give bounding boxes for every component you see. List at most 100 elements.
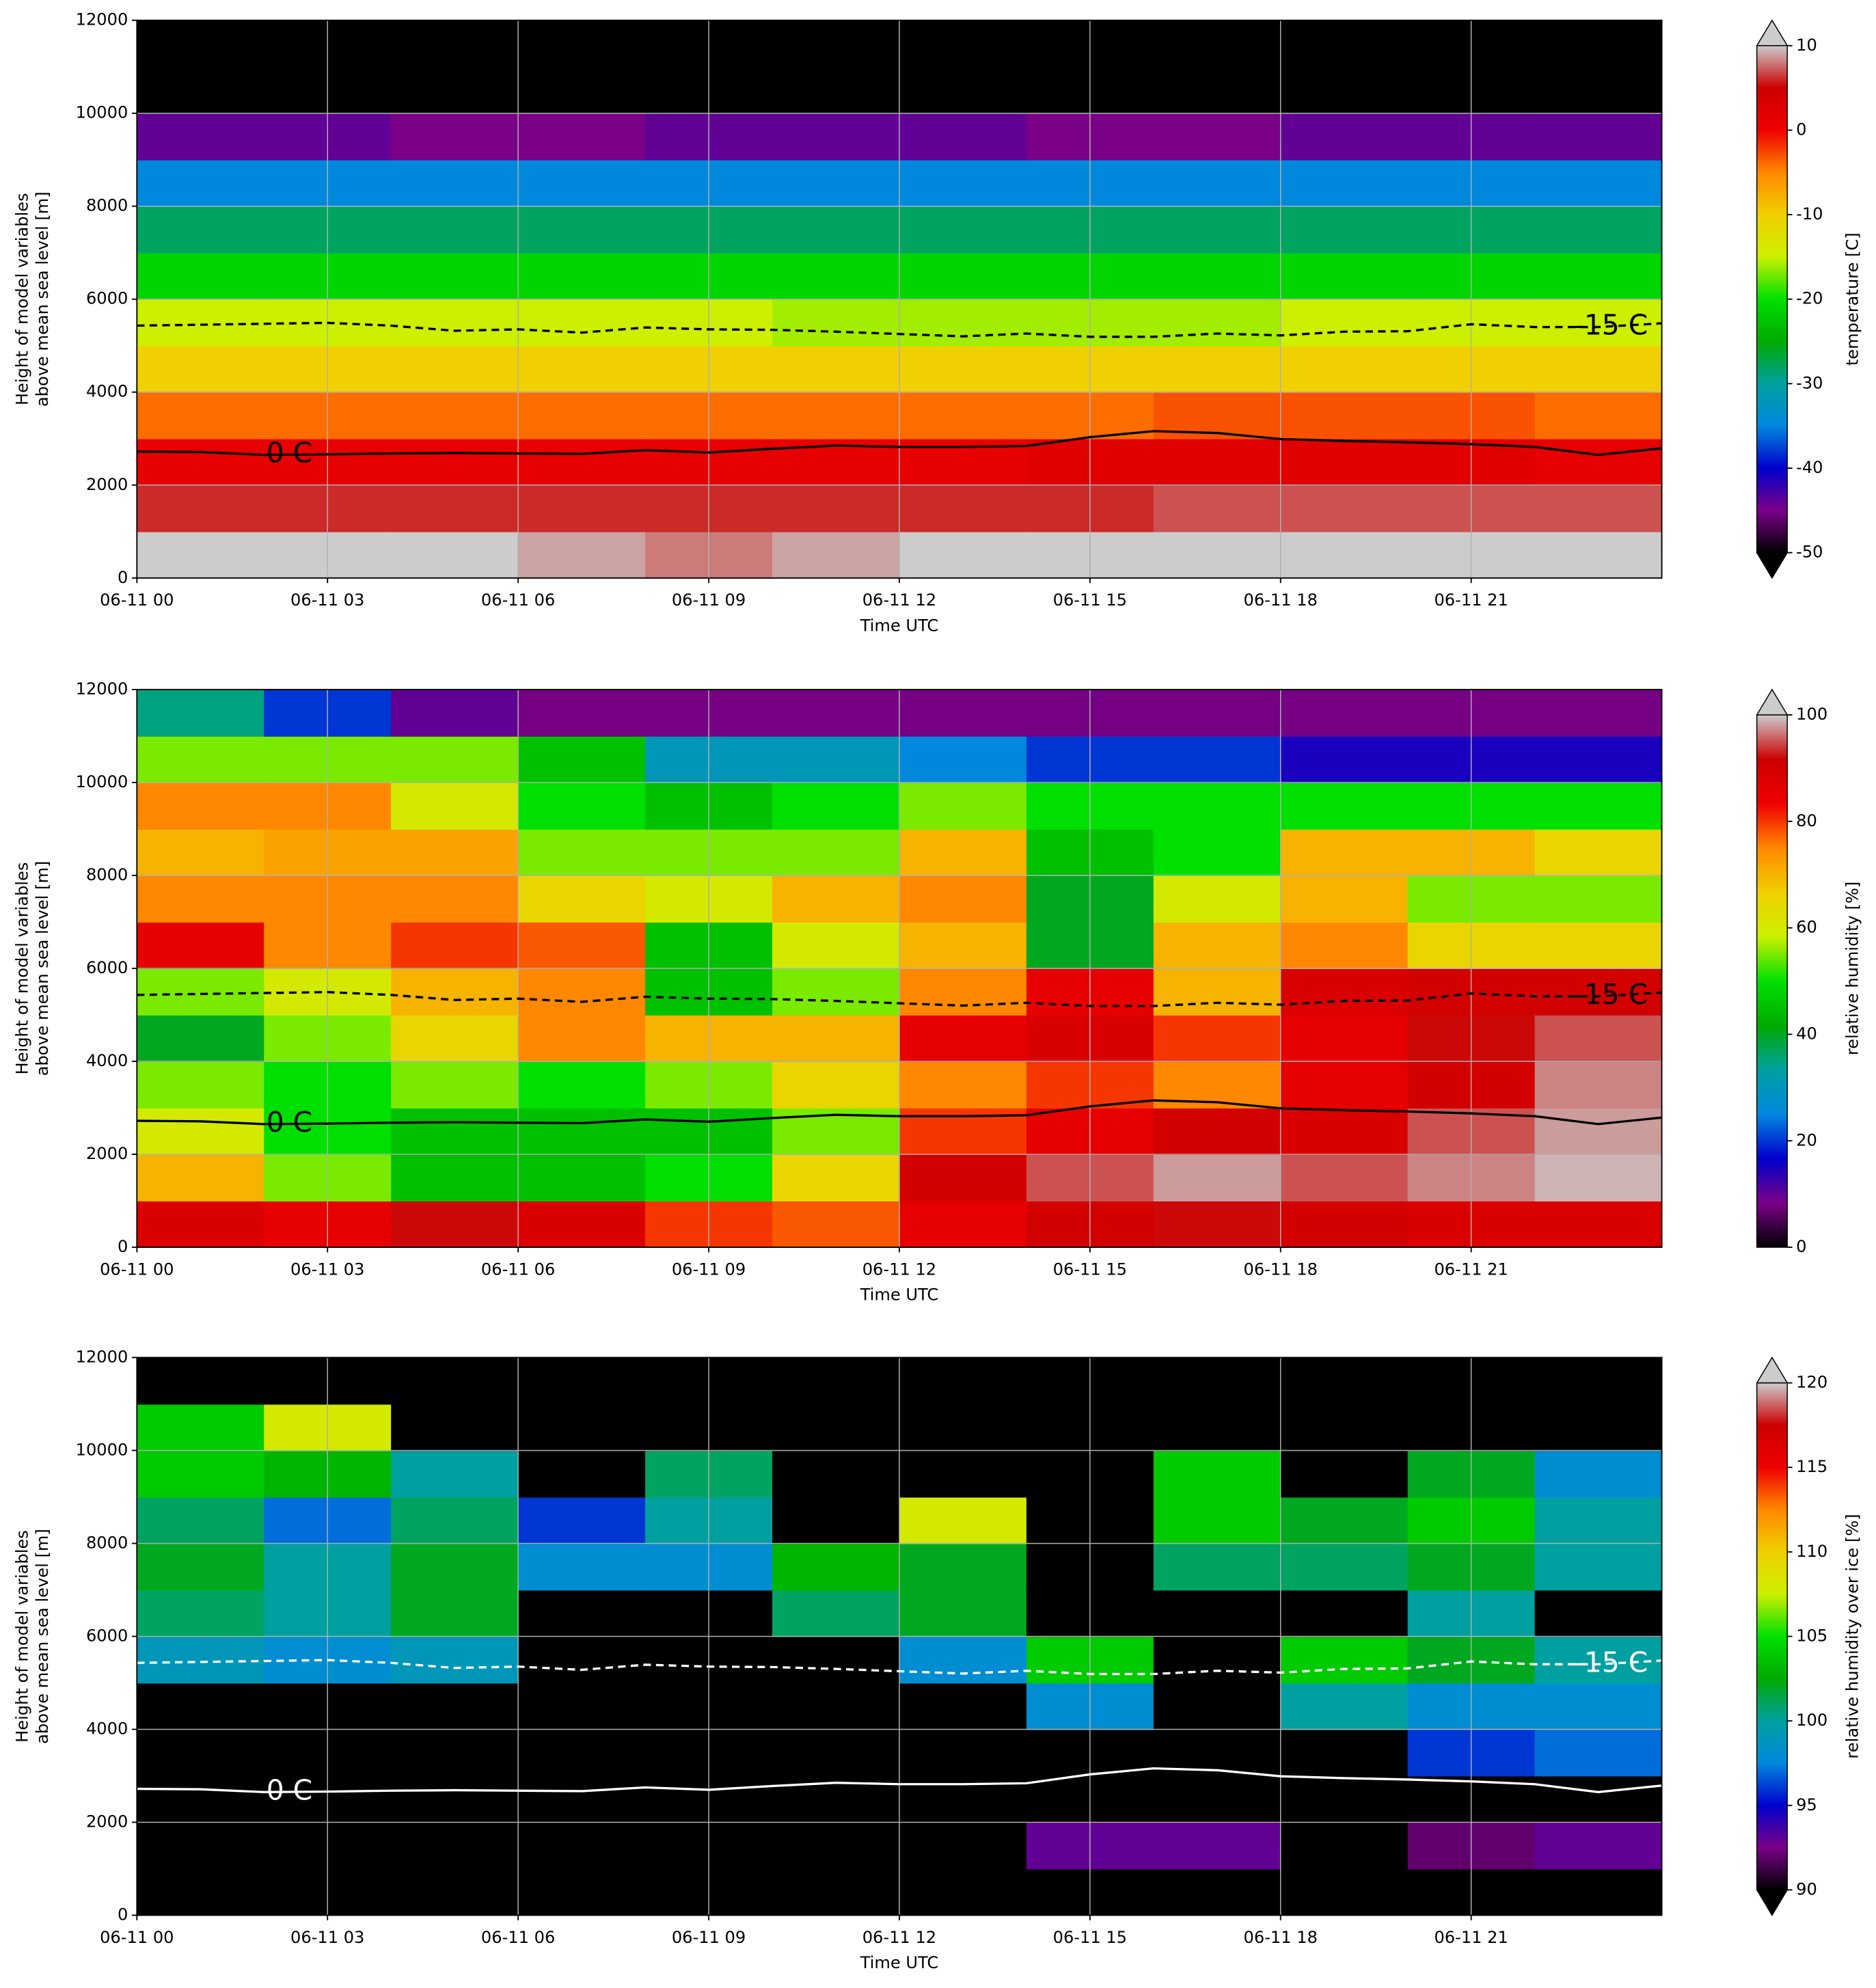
heat-cell	[518, 1590, 646, 1637]
heat-cell	[1534, 1590, 1663, 1637]
heat-cell	[899, 1543, 1027, 1591]
heat-cell	[1153, 1357, 1281, 1405]
heat-cell	[1534, 689, 1663, 737]
heat-cell	[1534, 922, 1663, 969]
heat-cell	[1534, 299, 1663, 346]
heat-cell	[518, 485, 646, 532]
heat-cell	[1534, 1404, 1663, 1452]
y-axis-label-line: above mean sea level [m]	[33, 861, 52, 1076]
heat-cell	[899, 1357, 1027, 1405]
heat-cell	[1280, 1201, 1409, 1249]
colorbar-tick-label: 0	[1796, 1237, 1806, 1256]
heat-cell	[1153, 829, 1281, 876]
heat-cell	[772, 736, 900, 783]
heat-cell	[1280, 159, 1409, 207]
heat-cell	[899, 1636, 1027, 1684]
contour-label: 0 C	[267, 437, 312, 469]
heat-cell	[391, 829, 519, 876]
heat-cell	[1280, 299, 1409, 346]
y-tick-label: 0	[118, 568, 128, 587]
heat-cell	[899, 1450, 1027, 1498]
heat-cell	[1280, 736, 1409, 783]
y-tick-label: 12000	[76, 10, 128, 29]
heat-cell	[1534, 1357, 1663, 1405]
heat-cell	[137, 1108, 265, 1155]
heat-cell	[1534, 345, 1663, 393]
y-tick-label: 4000	[86, 1051, 128, 1070]
heat-cell	[137, 1590, 265, 1637]
heat-cell	[137, 206, 265, 254]
heat-cell	[137, 1497, 265, 1544]
y-axis-label-line: Height of model variables	[12, 1530, 31, 1743]
colorbar-tick-label: 90	[1796, 1879, 1817, 1898]
contour-label: -15 C	[1574, 1646, 1648, 1678]
heat-cell	[518, 1868, 646, 1916]
colorbar-tick-label: 115	[1796, 1457, 1827, 1476]
heat-cell	[1534, 1543, 1663, 1591]
heat-cell	[1153, 968, 1281, 1016]
x-axis-label: Time UTC	[860, 1285, 938, 1305]
heat-cell	[1534, 1015, 1663, 1062]
y-tick-label: 8000	[86, 1533, 128, 1552]
heat-cell	[391, 689, 519, 737]
heat-cell	[1280, 1357, 1409, 1405]
heat-cell	[1534, 159, 1663, 207]
heat-cell	[518, 1822, 646, 1870]
heat-cell	[391, 1497, 519, 1544]
heat-cell	[1280, 1404, 1409, 1452]
y-axis-label: Height of model variables above mean sea …	[12, 861, 52, 1076]
heat-cell	[137, 20, 265, 68]
heat-cell	[1153, 875, 1281, 923]
heat-cell	[772, 1729, 900, 1777]
heat-cell	[137, 689, 265, 737]
heat-cell	[899, 1822, 1027, 1870]
x-tick-label: 06-11 03	[290, 1259, 364, 1279]
heat-cell	[1153, 299, 1281, 346]
heat-cell	[1153, 345, 1281, 393]
heat-cell	[1280, 922, 1409, 969]
heat-cell	[1153, 485, 1281, 532]
heat-cell	[137, 1775, 265, 1823]
heat-cell	[772, 1683, 900, 1730]
heat-cell	[1534, 1729, 1663, 1777]
heat-cell	[772, 1154, 900, 1201]
heat-cell	[137, 1015, 265, 1062]
heat-cell	[518, 736, 646, 783]
y-tick-label: 4000	[86, 1719, 128, 1738]
heat-cell	[1280, 1868, 1409, 1916]
x-tick-label: 06-11 12	[862, 590, 936, 610]
heat-cell	[518, 1636, 646, 1684]
heat-cell	[1534, 1822, 1663, 1870]
heat-cell	[137, 736, 265, 783]
heat-cell	[1534, 1636, 1663, 1684]
heat-cell	[1534, 1775, 1663, 1823]
heat-cell	[1153, 1404, 1281, 1452]
colorbar-tick-label: 110	[1796, 1542, 1827, 1561]
heat-cell	[1153, 531, 1281, 579]
heat-cell	[1534, 1154, 1663, 1201]
y-axis-label: Height of model variables above mean sea …	[12, 191, 52, 407]
heat-cell	[137, 875, 265, 923]
heat-cell	[137, 345, 265, 393]
heat-cell	[1534, 829, 1663, 876]
x-axis-label: Time UTC	[860, 1953, 938, 1972]
x-tick-label: 06-11 15	[1053, 1928, 1127, 1947]
heat-cell	[391, 1683, 519, 1730]
heat-cell	[1280, 1497, 1409, 1544]
heat-cell	[772, 392, 900, 439]
heat-cell	[1153, 782, 1281, 830]
heat-cell	[1153, 1201, 1281, 1249]
heat-cell	[899, 1590, 1027, 1637]
contour-label: -15 C	[1574, 309, 1648, 342]
heat-cell	[1153, 1775, 1281, 1823]
heat-cell	[1534, 531, 1663, 579]
colorbar	[1756, 45, 1788, 554]
heat-cell	[391, 782, 519, 830]
heat-cell	[137, 113, 265, 161]
colorbar-tick-label: 60	[1796, 918, 1817, 937]
heat-cell	[518, 1015, 646, 1062]
heat-cell	[391, 392, 519, 439]
contour-line	[137, 991, 1662, 1007]
heat-cell	[137, 782, 265, 830]
y-tick-label: 8000	[86, 196, 128, 215]
